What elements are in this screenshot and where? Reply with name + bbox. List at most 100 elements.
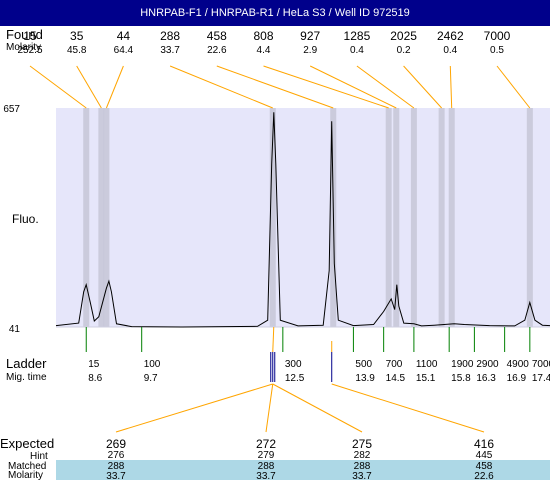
expected-connector (265, 383, 274, 433)
found-peak-band (269, 108, 276, 327)
y-tick-label: 41 (9, 324, 21, 335)
ladder-size: 1900 (451, 359, 474, 370)
ladder-time: 14.5 (386, 373, 406, 384)
plot-area (56, 108, 550, 327)
found-peak-size: 15 (23, 29, 37, 43)
mig-time-label: Mig. time (6, 372, 47, 383)
found-peak-molarity: 4.4 (257, 45, 271, 56)
found-peak-connector (105, 65, 124, 109)
ladder-time: 16.3 (476, 373, 496, 384)
found-peak-band (448, 108, 455, 327)
fluorescence-trace (55, 112, 550, 328)
ladder-time: 9.7 (144, 373, 158, 384)
ladder-size: 15 (88, 359, 100, 370)
ladder-time: 17.4 (532, 373, 550, 384)
ladder-time: 12.5 (285, 373, 305, 384)
ladder-size: 4900 (507, 359, 530, 370)
hint-size: 276 (108, 450, 125, 461)
hint-size: 279 (258, 450, 275, 461)
found-peak-band (438, 108, 445, 327)
ladder-size: 7000 (532, 359, 550, 370)
found-peak-band (526, 108, 533, 327)
ladder-time: 15.8 (451, 373, 471, 384)
found-peak-size: 288 (160, 29, 180, 43)
expected-connector (331, 383, 485, 433)
ladder-size: 100 (144, 359, 161, 370)
ladder-label: Ladder (6, 356, 47, 371)
found-peak-molarity: 64.4 (114, 45, 134, 56)
hint-size: 282 (354, 450, 371, 461)
found-peak-connector (356, 65, 415, 109)
found-peak-molarity: 33.7 (160, 45, 180, 56)
found-peak-size: 2025 (390, 29, 417, 43)
matched-size: 288 (108, 461, 125, 472)
hint-label: Hint (30, 451, 48, 462)
found-label: Found (6, 27, 43, 42)
matched-label: Matched (8, 461, 47, 472)
found-peak-size: 7000 (484, 29, 511, 43)
found-peak-connector (169, 65, 273, 109)
found-peak-molarity: 0.5 (490, 45, 504, 56)
expected-size: 416 (474, 437, 494, 451)
found-peak-band (83, 108, 90, 327)
expected-size: 269 (106, 437, 126, 451)
ladder-time: 15.1 (416, 373, 436, 384)
expected-size: 272 (256, 437, 276, 451)
ladder-size: 1100 (416, 359, 438, 370)
found-peak-molarity: 0.4 (350, 45, 364, 56)
ladder-size: 2900 (476, 359, 499, 370)
expected-connector (115, 383, 273, 433)
expected-label: Expected (0, 436, 55, 451)
found-peak-molarity: 0.4 (443, 45, 457, 56)
found-peak-band (393, 108, 400, 327)
found-peak-connector (29, 65, 87, 109)
found-peak-connector (449, 65, 453, 109)
found-peak-size: 808 (253, 29, 273, 43)
ladder-time: 13.9 (355, 373, 375, 384)
ladder-size: 300 (285, 359, 302, 370)
found-peak-size: 1285 (344, 29, 371, 43)
ladder-size: 500 (355, 359, 372, 370)
ladder-time: 8.6 (88, 373, 102, 384)
expected-connector (272, 383, 363, 433)
matched-molarity-highlight (56, 460, 550, 480)
found-peak-size: 35 (70, 29, 84, 43)
found-peak-molarity: 2.9 (303, 45, 317, 56)
found-peak-band (98, 108, 105, 327)
found-peak-connector (76, 65, 102, 109)
expected-molarity: 33.7 (106, 471, 126, 480)
found-peak-connector (263, 65, 389, 109)
found-peak-band (385, 108, 392, 327)
ladder-time: 16.9 (507, 373, 527, 384)
matched-size: 288 (354, 461, 371, 472)
molarity-bottom-label: Molarity (8, 470, 44, 481)
found-peak-molarity: 0.2 (397, 45, 411, 56)
expected-size: 275 (352, 437, 372, 451)
y-axis-label: Fluo. (12, 212, 39, 226)
peak-to-ladder-connector (272, 326, 275, 353)
found-peak-connector (496, 65, 531, 109)
ladder-size: 700 (386, 359, 403, 370)
molarity-label: Molarity (6, 42, 42, 53)
expected-molarity: 22.6 (474, 471, 494, 480)
found-peak-connector (216, 65, 334, 109)
title-bar (0, 0, 550, 26)
found-peak-molarity: 45.8 (67, 45, 87, 56)
matched-size: 458 (476, 461, 493, 472)
found-peak-connector (403, 65, 442, 109)
found-peak-band (103, 108, 110, 327)
chart-title: HNRPAB-F1 / HNRPAB-R1 / HeLa S3 / Well I… (140, 7, 410, 19)
found-peak-molarity: 22.6 (207, 45, 227, 56)
y-tick-label: 657 (3, 104, 20, 115)
hint-size: 445 (476, 450, 493, 461)
found-peak-size: 44 (117, 29, 131, 43)
expected-molarity: 33.7 (256, 471, 276, 480)
found-peak-size: 458 (207, 29, 227, 43)
found-peak-band (410, 108, 417, 327)
found-peak-size: 927 (300, 29, 320, 43)
matched-size: 288 (258, 461, 275, 472)
found-peak-connector (309, 65, 397, 109)
found-peak-molarity: 252.5 (17, 45, 42, 56)
found-peak-size: 2462 (437, 29, 464, 43)
